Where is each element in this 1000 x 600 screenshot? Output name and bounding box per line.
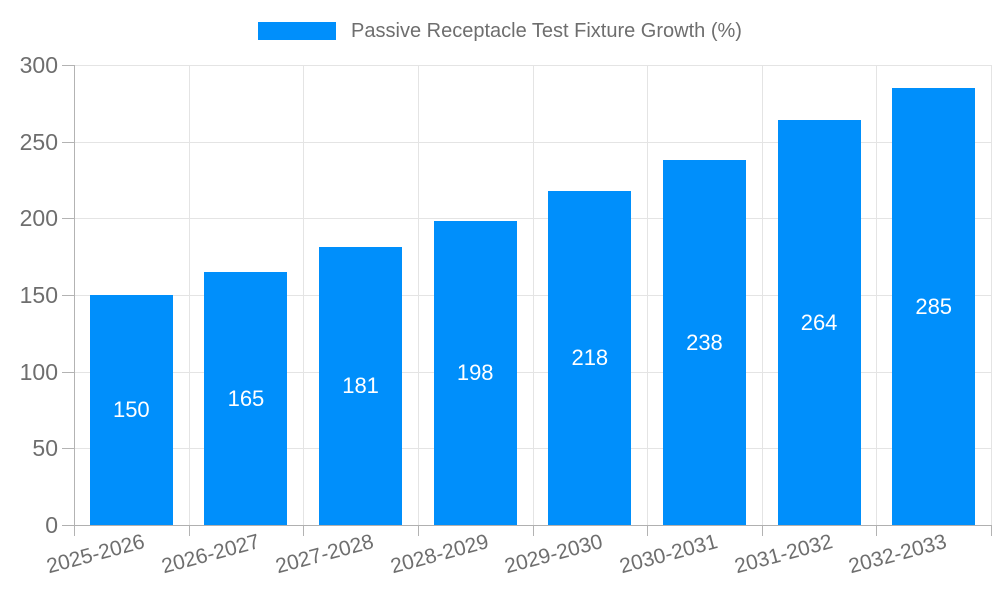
x-axis-label: 2030-2031 (617, 530, 721, 579)
x-axis-label: 2025-2026 (44, 530, 148, 579)
x-axis-label: 2032-2033 (846, 530, 950, 579)
y-tick (62, 218, 74, 220)
plot-area: 0 50 100 150 200 250 300 150 165 181 198 218 238 264 2… (20, 54, 992, 578)
bar-2031-2032: 264 (777, 120, 861, 525)
bar-2027-2028: 181 (319, 247, 403, 525)
y-tick (62, 371, 74, 373)
bar-2026-2027: 165 (204, 272, 288, 525)
x-axis-label: 2031-2032 (731, 530, 835, 579)
bar-2030-2031: 238 (662, 160, 746, 525)
bar-2028-2029: 198 (433, 221, 517, 525)
x-gridline (417, 65, 419, 525)
x-tick (991, 525, 992, 536)
legend-label: Passive Receptacle Test Fixture Growth (… (351, 19, 742, 42)
x-axis-label: 2027-2028 (273, 530, 377, 579)
y-axis-line (74, 65, 75, 536)
bar-value-label: 238 (686, 329, 723, 355)
x-tick (303, 525, 305, 536)
x-gridline (188, 65, 190, 525)
x-gridline (991, 65, 992, 525)
bar-2029-2030: 218 (548, 190, 632, 525)
x-gridline (761, 65, 763, 525)
x-gridline (303, 65, 305, 525)
x-gridline (532, 65, 534, 525)
x-tick (417, 525, 419, 536)
y-axis-label: 200 (19, 205, 58, 232)
x-axis-line (62, 525, 992, 526)
bar-2025-2026: 150 (89, 295, 173, 525)
bar-value-label: 165 (227, 385, 265, 411)
x-axis-label: 2029-2030 (502, 530, 606, 579)
bar-value-label: 264 (800, 309, 838, 335)
bar-value-label: 181 (342, 373, 379, 399)
x-tick (532, 525, 534, 536)
x-tick (761, 525, 763, 536)
bar-value-label: 218 (571, 344, 609, 370)
y-tick (62, 65, 74, 66)
y-axis-label: 250 (19, 128, 58, 155)
bar-value-label: 285 (915, 293, 953, 319)
legend: Passive Receptacle Test Fixture Growth (… (0, 19, 1000, 42)
x-tick (876, 525, 878, 536)
y-tick (62, 295, 74, 296)
y-axis-label: 0 (45, 512, 58, 538)
y-axis-label: 100 (19, 358, 58, 385)
y-tick (62, 448, 74, 450)
x-axis-label: 2026-2027 (158, 530, 262, 579)
bar-value-label: 198 (456, 360, 494, 386)
x-gridline (876, 65, 878, 525)
y-axis-label: 300 (19, 52, 58, 78)
x-gridline (647, 65, 649, 525)
bar-2032-2033: 285 (892, 88, 976, 525)
legend-swatch (258, 22, 337, 40)
x-tick (188, 525, 190, 536)
y-axis-label: 150 (19, 282, 58, 308)
y-tick (62, 141, 74, 143)
y-axis-label: 50 (32, 435, 58, 462)
x-axis-label: 2028-2029 (387, 530, 491, 579)
x-tick (647, 525, 649, 536)
bar-value-label: 150 (112, 397, 150, 422)
